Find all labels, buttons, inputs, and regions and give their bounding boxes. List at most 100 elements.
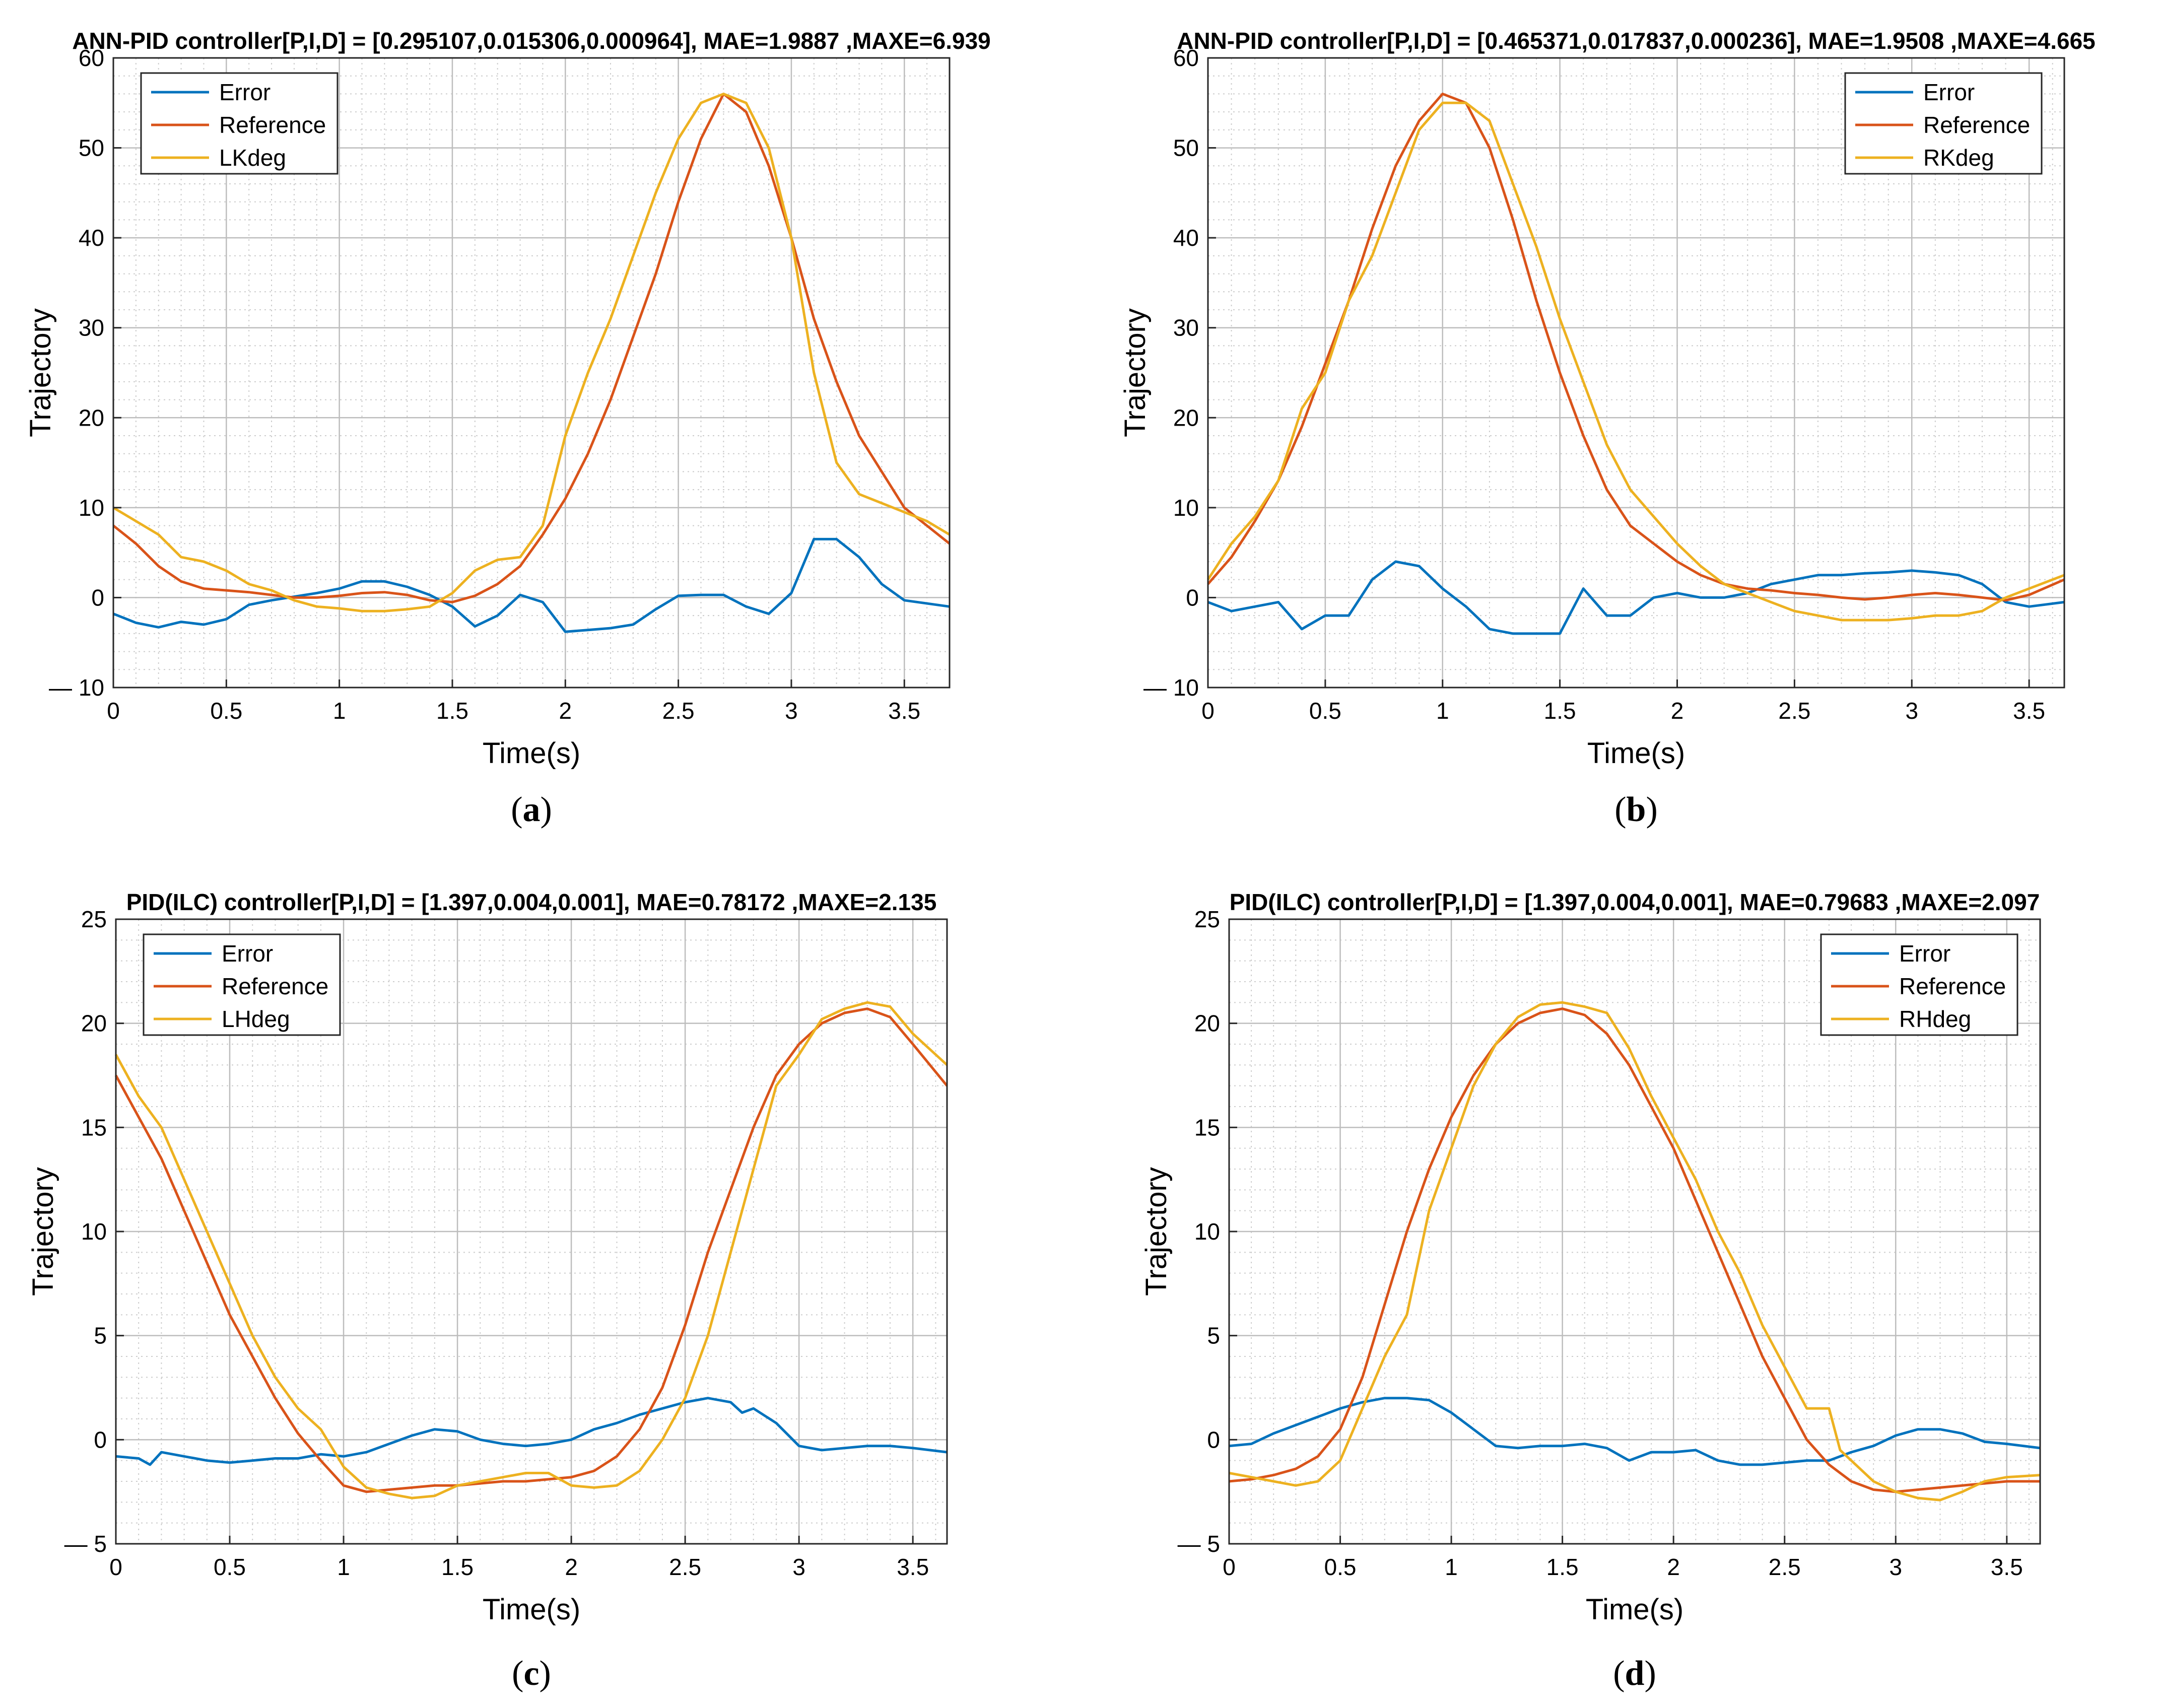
x-tick-label: 3 [785, 698, 798, 724]
x-tick-label: 0.5 [210, 698, 242, 724]
caption-close-paren: ) [1644, 1654, 1656, 1693]
legend-label: RHdeg [1899, 1006, 1971, 1032]
legend-label: Reference [222, 973, 328, 999]
y-tick-label: 0 [91, 584, 104, 610]
legend-label: Reference [1899, 973, 2006, 999]
series-line-reference [114, 1007, 948, 1493]
x-tick-label: 3.5 [888, 698, 920, 724]
caption-letter: c [523, 1654, 539, 1693]
y-tick-label: 60 [1173, 45, 1199, 71]
x-tick-label: 0.5 [1309, 698, 1341, 724]
caption-open-paren: ( [1613, 1654, 1625, 1693]
x-tick-label: 1 [333, 698, 346, 724]
x-tick-label: 3 [792, 1554, 805, 1580]
panel-b: ANN-PID controller[P,I,D] = [0.465371,0.… [1119, 28, 2096, 829]
x-tick-label: 2.5 [1778, 698, 1810, 724]
x-tick-label: 1 [1445, 1554, 1458, 1580]
x-tick-label: 0 [107, 698, 120, 724]
y-tick-label: 10 [79, 495, 104, 521]
series-line-lkdeg [112, 92, 951, 612]
caption-open-paren: ( [511, 790, 522, 829]
y-tick-label: 30 [79, 315, 104, 341]
legend-label: Reference [219, 112, 326, 138]
legend: Error Reference RHdeg [1820, 933, 2018, 1036]
caption-open-paren: ( [512, 1654, 523, 1693]
x-tick-label: 3 [1889, 1554, 1902, 1580]
y-tick-label: 15 [1194, 1114, 1220, 1140]
series-line-rhdeg [1229, 1001, 2041, 1501]
x-tick-label: 1.5 [1546, 1554, 1579, 1580]
caption-close-paren: ) [539, 1654, 551, 1693]
x-tick-label: 3 [1905, 698, 1918, 724]
series-line-error [115, 1397, 948, 1466]
y-tick-label: 40 [79, 225, 104, 251]
panel-caption: (c) [512, 1654, 551, 1693]
x-tick-label: 0 [1223, 1554, 1236, 1580]
series-line-error [113, 537, 950, 633]
y-tick-label: 0 [94, 1426, 107, 1453]
y-tick-label: 20 [79, 404, 104, 431]
y-axis-label: Trajectory [27, 1167, 59, 1296]
series-line-rkdeg [1206, 101, 2065, 622]
x-tick-label: 2.5 [662, 698, 695, 724]
x-tick-label: 1 [1436, 698, 1449, 724]
caption-close-paren: ) [1646, 790, 1657, 829]
axes-box [112, 57, 951, 689]
y-tick-label: 20 [1173, 404, 1199, 431]
series-line-error [1207, 560, 2065, 635]
x-tick-label: 2 [565, 1554, 578, 1580]
panel-title: PID(ILC) controller[P,I,D] = [1.397,0.00… [1230, 889, 2040, 915]
axes-box [1207, 57, 2065, 689]
legend: Error Reference LKdeg [140, 72, 339, 175]
x-tick-label: 3.5 [1991, 1554, 2023, 1580]
y-tick-label: 0 [1186, 584, 1199, 610]
x-axis-label: Time(s) [1586, 1593, 1683, 1626]
y-tick-label: 25 [81, 906, 107, 932]
x-tick-label: 2 [559, 698, 572, 724]
y-axis-label: Trajectory [1140, 1167, 1173, 1296]
caption-open-paren: ( [1614, 790, 1626, 829]
panel-title: PID(ILC) controller[P,I,D] = [1.397,0.00… [126, 889, 937, 915]
caption-letter: d [1625, 1654, 1645, 1693]
y-tick-label: 15 [81, 1114, 107, 1140]
legend-label: Error [1923, 79, 1975, 105]
x-axis-label: Time(s) [1587, 737, 1685, 770]
panel-d: PID(ILC) controller[P,I,D] = [1.397,0.00… [1140, 889, 2041, 1693]
legend: Error Reference RKdeg [1844, 72, 2043, 175]
y-tick-label: 5 [94, 1323, 107, 1349]
legend-label: Error [1899, 940, 1950, 967]
x-tick-label: 1.5 [1544, 698, 1576, 724]
legend: Error Reference LHdeg [143, 933, 341, 1036]
x-axis-label: Time(s) [483, 737, 580, 770]
x-tick-label: 2 [1671, 698, 1684, 724]
x-tick-label: 0.5 [214, 1554, 246, 1580]
panel-c: PID(ILC) controller[P,I,D] = [1.397,0.00… [27, 889, 948, 1693]
x-tick-label: 0 [109, 1554, 122, 1580]
x-tick-label: 0.5 [1324, 1554, 1357, 1580]
legend-label: Reference [1923, 112, 2030, 138]
x-tick-label: 0 [1201, 698, 1215, 724]
x-axis-label: Time(s) [483, 1593, 580, 1626]
x-tick-label: 3.5 [897, 1554, 929, 1580]
y-tick-label: — 10 [1143, 674, 1199, 701]
y-tick-label: 5 [1207, 1323, 1220, 1349]
x-tick-label: 2 [1667, 1554, 1680, 1580]
panel-a: ANN-PID controller[P,I,D] = [0.295107,0.… [24, 28, 991, 829]
series-line-error [1229, 1397, 2041, 1466]
y-tick-label: 10 [81, 1218, 107, 1245]
caption-close-paren: ) [541, 790, 552, 829]
y-tick-label: 25 [1194, 906, 1220, 932]
y-tick-label: 20 [81, 1010, 107, 1037]
legend-label: Error [219, 79, 271, 105]
y-tick-label: 30 [1173, 315, 1199, 341]
caption-letter: a [523, 790, 541, 829]
x-tick-label: 1.5 [441, 1554, 474, 1580]
panel-caption: (b) [1614, 790, 1658, 829]
y-axis-label: Trajectory [24, 308, 57, 437]
y-tick-label: 50 [79, 135, 104, 161]
legend-label: LHdeg [222, 1006, 290, 1032]
panel-title: ANN-PID controller[P,I,D] = [0.295107,0.… [72, 28, 991, 54]
panel-title: ANN-PID controller[P,I,D] = [0.465371,0.… [1177, 28, 2096, 54]
series-line-lhdeg [114, 1001, 948, 1499]
